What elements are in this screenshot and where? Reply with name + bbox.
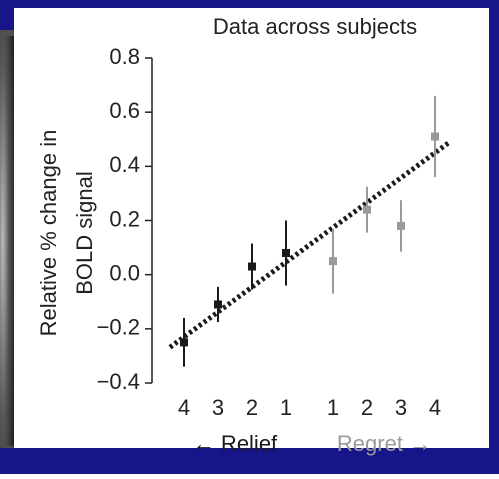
y-tick-label: −0.2 <box>97 315 140 340</box>
y-axis-label: Relative % change in <box>36 130 61 337</box>
point <box>431 132 439 141</box>
y-tick-label: 0.8 <box>109 44 140 69</box>
legend-label: ← Relief <box>193 431 278 456</box>
chart-title: Data across subjects <box>213 14 417 39</box>
x-tick-label: 2 <box>361 395 373 420</box>
fit-line <box>168 140 451 350</box>
point <box>363 205 371 214</box>
panel <box>14 8 489 448</box>
x-tick-label: 2 <box>246 395 258 420</box>
point <box>214 300 222 309</box>
x-tick-label: 4 <box>429 395 441 420</box>
legend-label: Regret → <box>337 431 431 456</box>
x-tick-label: 3 <box>212 395 224 420</box>
point <box>329 257 337 266</box>
x-tick-label: 1 <box>327 395 339 420</box>
y-tick-label: 0.0 <box>109 260 140 285</box>
y-tick-label: 0.6 <box>109 98 140 123</box>
x-tick-label: 3 <box>395 395 407 420</box>
y-axis-label: BOLD signal <box>72 171 97 295</box>
y-tick-label: 0.4 <box>109 152 140 177</box>
brain-image-edge <box>0 36 14 446</box>
point <box>248 262 256 271</box>
x-tick-label: 1 <box>280 395 292 420</box>
point <box>180 338 188 347</box>
y-tick-label: −0.4 <box>97 369 140 394</box>
x-tick-label: 4 <box>178 395 190 420</box>
y-tick-label: 0.2 <box>109 206 140 231</box>
point <box>397 221 405 230</box>
point <box>282 249 290 257</box>
